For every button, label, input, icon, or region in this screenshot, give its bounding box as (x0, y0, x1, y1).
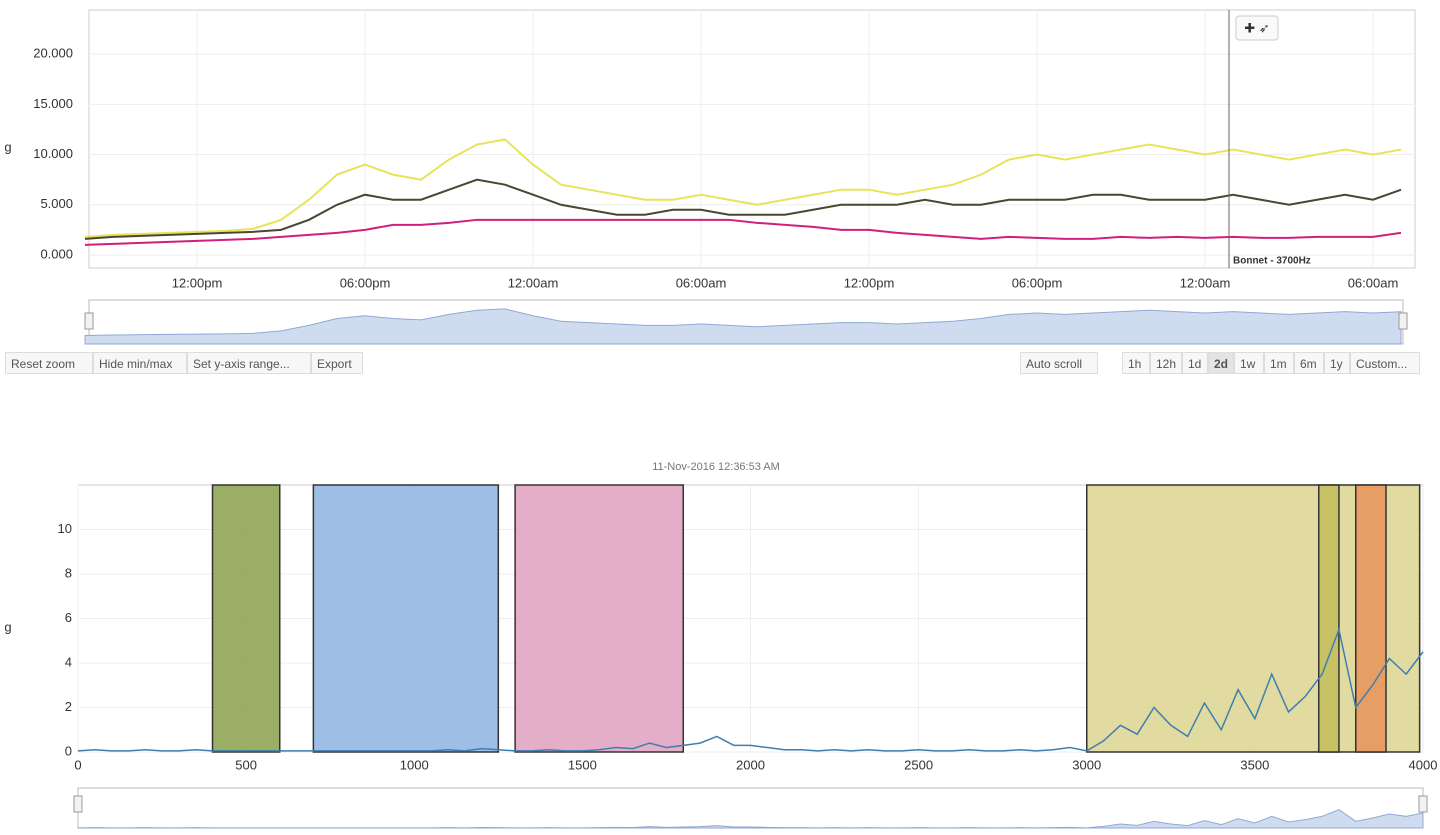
y-tick-label: 2 (65, 699, 72, 714)
x-tick-label: 2500 (904, 757, 933, 772)
y-tick-label: 0 (65, 743, 72, 758)
y-axis-label: g (4, 619, 11, 634)
x-tick-label: 3500 (1240, 757, 1269, 772)
chart-title: 11-Nov-2016 12:36:53 AM (652, 461, 780, 473)
y-tick-label: 10 (58, 521, 72, 536)
navigator-handle (1398, 312, 1408, 330)
x-tick-label: 3000 (1072, 757, 1101, 772)
toolbar-button[interactable]: 1w (1234, 352, 1264, 374)
navigator-area (77, 809, 1424, 829)
toolbar-button[interactable]: Auto scroll (1020, 352, 1098, 374)
navigator (77, 787, 1424, 829)
y-tick-label: 5.000 (40, 196, 73, 211)
toolbar-button[interactable]: 2d (1208, 352, 1234, 374)
x-tick-label: 500 (235, 757, 257, 772)
toolbar-button[interactable]: Hide min/max (93, 352, 187, 374)
zoom-tool (1235, 15, 1279, 41)
toolbar-button[interactable]: 12h (1150, 352, 1182, 374)
y-tick-label: 15.000 (33, 96, 73, 111)
navigator-handle (1418, 795, 1428, 813)
navigator-handle (73, 795, 83, 813)
navigator-handle (84, 312, 94, 330)
x-tick-label: 06:00pm (1012, 275, 1063, 290)
y-tick-label: 0.000 (40, 246, 73, 261)
x-tick-label: 1500 (568, 757, 597, 772)
toolbar-button[interactable]: Custom... (1350, 352, 1420, 374)
x-tick-label: 4000 (1409, 757, 1438, 772)
series-line (84, 138, 1402, 238)
toolbar-button[interactable]: 1d (1182, 352, 1208, 374)
x-tick-label: 12:00am (1180, 275, 1231, 290)
zoom-icon: ✚ ➶ (1244, 20, 1269, 35)
y-tick-label: 6 (65, 610, 72, 625)
x-tick-label: 0 (74, 757, 81, 772)
toolbar-button[interactable]: Export (311, 352, 363, 374)
toolbar-button[interactable]: 1y (1324, 352, 1350, 374)
frequency-band (312, 484, 500, 753)
frequency-band (211, 484, 281, 753)
navigator-area (84, 308, 1402, 345)
frequency-band (1318, 484, 1340, 753)
y-tick-label: 20.000 (33, 46, 73, 61)
y-tick-label: 4 (65, 654, 72, 669)
x-tick-label: 06:00am (1348, 275, 1399, 290)
toolbar-button[interactable]: 6m (1294, 352, 1324, 374)
x-tick-label: 12:00pm (172, 275, 223, 290)
toolbar-button[interactable]: Set y-axis range... (187, 352, 311, 374)
series-line (84, 178, 1402, 240)
x-tick-label: 06:00am (676, 275, 727, 290)
frequency-band (1355, 484, 1387, 753)
y-tick-label: 8 (65, 565, 72, 580)
plot-area (88, 9, 1416, 269)
frequency-band (514, 484, 684, 753)
x-tick-label: 12:00am (508, 275, 559, 290)
toolbar-button[interactable]: 1h (1122, 352, 1150, 374)
x-tick-label: 12:00pm (844, 275, 895, 290)
series-line (84, 218, 1402, 246)
toolbar-button[interactable]: Reset zoom (5, 352, 93, 374)
toolbar-button[interactable]: 1m (1264, 352, 1294, 374)
y-tick-label: 10.000 (33, 146, 73, 161)
x-tick-label: 2000 (736, 757, 765, 772)
x-tick-label: 06:00pm (340, 275, 391, 290)
annotation: Bonnet - 3700Hz (1233, 256, 1311, 267)
series-line (77, 626, 1424, 752)
x-tick-label: 1000 (400, 757, 429, 772)
y-axis-label: g (4, 139, 11, 154)
